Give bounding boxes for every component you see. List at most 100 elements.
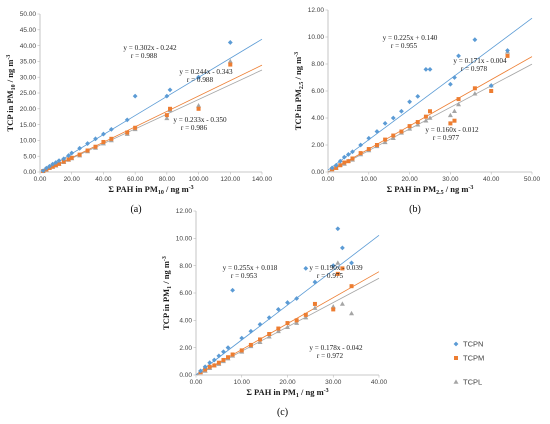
data-point-tcpm bbox=[423, 114, 428, 119]
x-axis-title: Σ PAH in PM10 / ng m-3 bbox=[108, 184, 193, 196]
data-point-tcpl bbox=[447, 112, 453, 118]
data-point-tcpm bbox=[340, 266, 345, 271]
data-point-tcpn bbox=[382, 121, 388, 126]
data-point-tcpn bbox=[330, 263, 336, 269]
data-point-tcpm bbox=[472, 86, 477, 91]
data-point-tcpl bbox=[472, 91, 478, 96]
data-point-tcpm bbox=[358, 151, 363, 156]
x-tick-label: 50.00 bbox=[524, 176, 541, 183]
data-point-tcpl bbox=[266, 334, 272, 339]
data-point-tcpn bbox=[427, 67, 433, 72]
data-point-tcpn bbox=[399, 108, 404, 114]
data-point-tcpn bbox=[333, 162, 339, 168]
equation-label: y = 0.302x - 0.242 bbox=[123, 44, 177, 52]
data-point-tcpn bbox=[335, 226, 341, 232]
x-axis-title: Σ PAH in PM1 / ng m-3 bbox=[246, 387, 328, 399]
x-tick-label: 0.00 bbox=[34, 176, 47, 183]
data-point-tcpn bbox=[230, 287, 235, 293]
y-tick-label: 8.00 bbox=[179, 263, 192, 270]
r-value-label: r = 0.975 bbox=[317, 272, 344, 280]
data-point-tcpn bbox=[239, 335, 245, 341]
data-point-tcpm bbox=[69, 155, 74, 160]
x-tick-label: 140.00 bbox=[252, 176, 272, 183]
data-point-tcpl bbox=[423, 118, 429, 123]
data-point-tcpm bbox=[285, 321, 290, 326]
data-point-tcpl bbox=[275, 328, 281, 334]
x-tick-label: 100.00 bbox=[189, 176, 209, 183]
data-point-tcpn bbox=[448, 81, 453, 87]
data-point-tcpn bbox=[294, 296, 300, 301]
data-point-tcpm bbox=[505, 53, 510, 58]
data-point-tcpm bbox=[335, 271, 340, 276]
r-value-label: r = 0.988 bbox=[131, 52, 158, 60]
data-point-tcpl bbox=[451, 108, 457, 114]
data-point-tcpn bbox=[407, 99, 412, 105]
data-point-tcpm bbox=[399, 129, 404, 134]
data-point-tcpn bbox=[340, 245, 345, 251]
data-point-tcpm bbox=[346, 159, 351, 164]
x-tick-label: 10.00 bbox=[234, 379, 251, 386]
y-tick-label: 12.00 bbox=[308, 7, 325, 14]
data-point-tcpn bbox=[132, 93, 138, 99]
y-tick-label: 5.00 bbox=[23, 153, 36, 160]
equation-label: y = 0.160x - 0.012 bbox=[425, 126, 479, 134]
equation-label: y = 0.225x + 0.140 bbox=[383, 34, 438, 42]
data-point-tcpn bbox=[164, 93, 170, 99]
legend: TCPN TCPM TCPL bbox=[453, 340, 484, 387]
data-point-tcpm bbox=[85, 148, 90, 153]
data-point-tcpl bbox=[196, 103, 202, 108]
x-tick-label: 40.00 bbox=[483, 176, 500, 183]
x-tick-label: 40.00 bbox=[371, 379, 388, 386]
data-point-tcpn bbox=[69, 150, 75, 156]
data-point-tcpm bbox=[456, 97, 461, 102]
data-point-tcpn bbox=[50, 161, 56, 167]
data-point-tcpn bbox=[341, 154, 347, 160]
data-point-tcpl bbox=[294, 320, 300, 325]
chart-panel-1: 0.00 5.00 10.00 15.00 20.00 25.00 30.00 35.00 40… bbox=[5, 11, 272, 215]
data-point-tcpn bbox=[40, 168, 46, 174]
data-point-tcpm bbox=[109, 136, 114, 141]
y-tick-label: 10.00 bbox=[20, 138, 37, 145]
y-axis-title: TCP in PM10 / ng m-3 bbox=[5, 55, 17, 132]
data-point-tcpn bbox=[346, 152, 351, 157]
y-tick-label: 2.00 bbox=[179, 345, 192, 352]
data-point-tcpl bbox=[312, 305, 318, 310]
data-point-tcpn bbox=[101, 131, 106, 137]
data-point-tcpm bbox=[61, 159, 66, 164]
x-tick-label: 20.00 bbox=[64, 176, 81, 183]
data-point-tcpn bbox=[488, 83, 494, 88]
data-point-tcpl bbox=[349, 310, 355, 316]
data-point-tcpn bbox=[329, 165, 335, 171]
data-point-tcpm bbox=[248, 342, 253, 347]
data-point-tcpm bbox=[212, 363, 217, 368]
data-point-tcpn bbox=[350, 149, 355, 155]
data-point-tcpn bbox=[415, 94, 421, 99]
data-point-tcpn bbox=[77, 145, 83, 151]
data-point-tcpn bbox=[85, 141, 90, 146]
data-point-tcpn bbox=[43, 165, 49, 171]
data-point-tcpl bbox=[227, 58, 233, 64]
data-point-tcpn bbox=[108, 126, 114, 132]
data-point-tcpn bbox=[221, 349, 226, 355]
data-point-tcpn bbox=[93, 136, 98, 142]
data-point-tcpn bbox=[358, 142, 364, 148]
y-tick-label: 0.00 bbox=[23, 169, 36, 176]
chart-panel-3: 0.00 2.00 4.00 6.00 8.00 10.00 12.00 0.00 10.00 2… bbox=[161, 208, 484, 418]
data-point-tcpn bbox=[61, 156, 67, 162]
data-point-tcpm bbox=[334, 165, 339, 170]
panel-label: (b) bbox=[409, 204, 421, 215]
data-point-tcpm bbox=[276, 326, 281, 331]
data-point-tcpn bbox=[423, 67, 429, 72]
y-tick-label: 8.00 bbox=[311, 61, 324, 68]
legend-label: TCPM bbox=[463, 354, 484, 363]
r-value-label: r = 0.978 bbox=[461, 65, 488, 73]
data-point-tcpn bbox=[207, 360, 213, 366]
equation-label: y = 0.244x - 0.343 bbox=[179, 68, 233, 76]
x-tick-label: 10.00 bbox=[361, 176, 378, 183]
data-point-tcpn bbox=[198, 368, 203, 374]
x-tick-label: 60.00 bbox=[127, 176, 144, 183]
y-tick-label: 10.00 bbox=[308, 34, 325, 41]
y-tick-label: 15.00 bbox=[20, 122, 37, 129]
legend-label: TCPN bbox=[463, 340, 483, 349]
y-tick-label: 4.00 bbox=[179, 318, 192, 325]
